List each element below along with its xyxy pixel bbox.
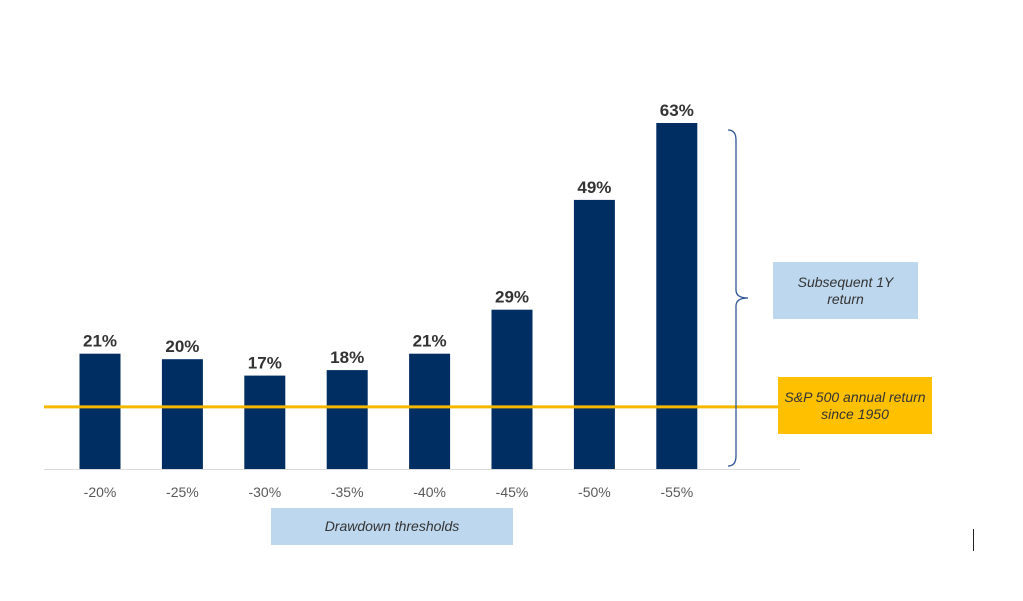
subsequent-return-annotation: Subsequent 1Y return xyxy=(797,273,894,307)
text-cursor xyxy=(973,529,974,551)
bar--25% xyxy=(161,359,203,469)
bar-value-label: 21% xyxy=(83,332,117,351)
x-axis-title: Drawdown thresholds xyxy=(324,518,460,534)
bar--20% xyxy=(79,353,121,469)
x-tick-label: -25% xyxy=(166,484,199,500)
sp500-reference-label: S&P 500 annual return since 1950 xyxy=(784,388,926,422)
labels-layer: 21% -20% 20% -25% 17% -30% 18% -35% 21% -40% 29% -4… xyxy=(83,101,694,500)
bar--50% xyxy=(573,199,615,469)
bar-value-label: 17% xyxy=(248,354,282,373)
bar--55% xyxy=(656,123,698,469)
sp500-reference-box: S&P 500 annual return since 1950 xyxy=(778,377,932,434)
subsequent-return-annotation-box: Subsequent 1Y return xyxy=(773,262,918,319)
bar--40% xyxy=(409,353,451,469)
bar-value-label: 63% xyxy=(660,101,694,120)
bar--35% xyxy=(326,370,368,469)
bracket-annotation xyxy=(727,129,749,467)
bar--30% xyxy=(244,375,286,469)
x-tick-label: -30% xyxy=(248,484,281,500)
bars-layer xyxy=(79,123,698,469)
bar-value-label: 29% xyxy=(495,288,529,307)
x-tick-label: -50% xyxy=(578,484,611,500)
x-tick-label: -20% xyxy=(84,484,117,500)
x-tick-label: -35% xyxy=(331,484,364,500)
x-tick-label: -45% xyxy=(496,484,529,500)
bar-value-label: 18% xyxy=(330,348,364,367)
x-tick-label: -55% xyxy=(660,484,693,500)
x-tick-label: -40% xyxy=(413,484,446,500)
bar-value-label: 21% xyxy=(413,332,447,351)
x-axis-title-box: Drawdown thresholds xyxy=(271,508,513,545)
bar-value-label: 49% xyxy=(577,178,611,197)
bar--45% xyxy=(491,309,533,469)
bar-value-label: 20% xyxy=(165,337,199,356)
